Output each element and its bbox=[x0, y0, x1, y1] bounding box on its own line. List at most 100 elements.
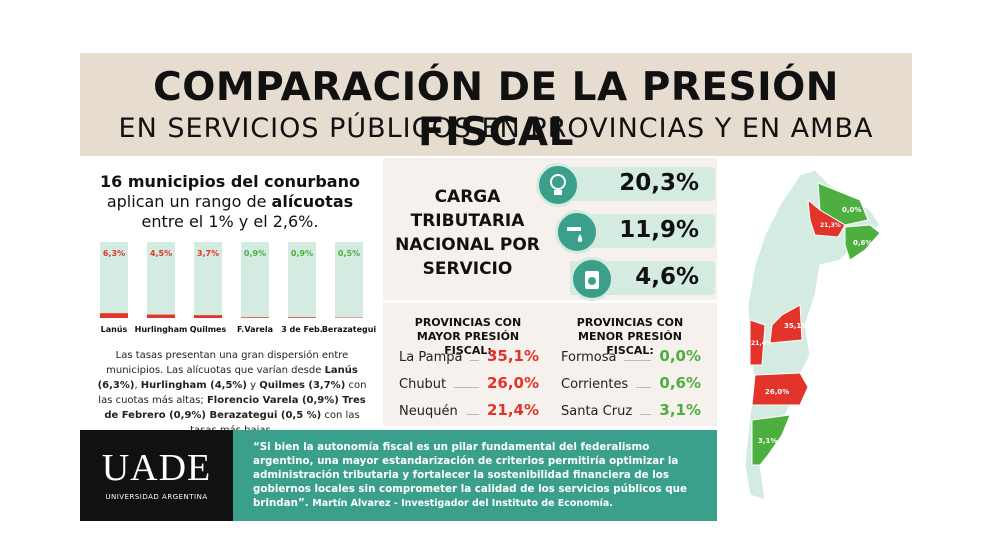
logo-box: UADE UNIVERSIDAD ARGENTINA bbox=[80, 430, 233, 521]
value-label: 0,9% bbox=[244, 249, 266, 258]
light-icon bbox=[536, 163, 580, 207]
province-name: Santa Cruz bbox=[561, 404, 633, 419]
intro-run: alícuotas bbox=[271, 192, 354, 211]
neuquen bbox=[749, 319, 766, 366]
quote: “Si bien la autonomía fiscal es un pilar… bbox=[253, 440, 703, 511]
value-label: 0,9% bbox=[291, 249, 313, 258]
province-row: La Pampa 35,1% bbox=[399, 347, 539, 374]
value-label: 0,5% bbox=[338, 249, 360, 258]
province-row: Formosa 0,0% bbox=[561, 347, 701, 374]
leader bbox=[470, 360, 479, 361]
value-label: 3,7% bbox=[197, 249, 219, 258]
map: 0,0% 21,3% 0,6% 35,1% 21,4% 26,0% 3,1% bbox=[744, 169, 881, 501]
logo-sub: UNIVERSIDAD ARGENTINA bbox=[105, 493, 208, 501]
corrientes bbox=[844, 224, 881, 261]
high-title: PROVINCIAS CON MAYOR PRESIÓN FISCAL: bbox=[414, 316, 522, 357]
map-label: 21,4% bbox=[751, 340, 772, 347]
tax-value: 20,3% bbox=[619, 170, 699, 196]
note-run: y bbox=[247, 380, 260, 391]
santa-cruz bbox=[751, 414, 791, 466]
tax-item: 20,3% bbox=[570, 167, 715, 201]
leader bbox=[640, 414, 652, 415]
note-run: Las tasas presentan una gran dispersión … bbox=[106, 350, 349, 376]
province-name: La Pampa bbox=[399, 350, 463, 365]
province-row: Neuquén 21,4% bbox=[399, 401, 539, 428]
province-value: 26,0% bbox=[486, 374, 539, 392]
chubut bbox=[751, 372, 809, 406]
quote-box: “Si bien la autonomía fiscal es un pilar… bbox=[233, 430, 717, 521]
note-run: , bbox=[134, 380, 141, 391]
tax-title: CARGA TRIBUTARIA NACIONAL POR SERVICIO bbox=[395, 187, 540, 279]
category-label: Hurlingham bbox=[135, 325, 188, 334]
value-label: 4,5% bbox=[150, 249, 172, 258]
intro: 16 municipios del conurbano aplican un ra… bbox=[80, 172, 380, 232]
la-pampa bbox=[769, 304, 803, 344]
provinces-panel: PROVINCIAS CON MAYOR PRESIÓN FISCAL: PRO… bbox=[383, 303, 717, 446]
province-row: Santa Cruz 3,1% bbox=[561, 401, 701, 428]
intro-line: entre el 1% y el 2,6%. bbox=[80, 212, 380, 232]
water-icon bbox=[555, 210, 599, 254]
category-label: Berazategui bbox=[322, 325, 377, 334]
province-name: Formosa bbox=[561, 350, 617, 365]
leader bbox=[636, 387, 652, 388]
province-name: Neuquén bbox=[399, 404, 458, 419]
province-value: 3,1% bbox=[659, 401, 701, 419]
province-row: Corrientes 0,6% bbox=[561, 374, 701, 401]
note-run: Hurlingham (4,5%) bbox=[140, 380, 247, 391]
low-title: PROVINCIAS CON MENOR PRESIÓN FISCAL: bbox=[576, 316, 684, 357]
province-value: 21,4% bbox=[486, 401, 539, 419]
province-name: Chubut bbox=[399, 377, 447, 392]
municipal-chart: 6,3% Lanús 4,5% Hurlingham 3,7% Quilmes 0,9% F.… bbox=[100, 242, 377, 334]
formosa bbox=[817, 182, 869, 226]
map-label: 3,1% bbox=[758, 437, 777, 445]
bar-background bbox=[288, 242, 316, 318]
leader bbox=[465, 414, 479, 415]
header: COMPARACIÓN DE LA PRESIÓN FISCAL EN SERV… bbox=[80, 53, 912, 156]
intro-run: entre el 1% y el 2,6%. bbox=[141, 212, 319, 231]
quote-text: “Si bien la autonomía fiscal es un pilar… bbox=[253, 441, 687, 509]
bar-background bbox=[100, 242, 128, 318]
chaco bbox=[807, 198, 846, 238]
gas-icon bbox=[570, 257, 614, 301]
category-label: F.Varela bbox=[237, 325, 273, 334]
map-label: 0,6% bbox=[853, 239, 872, 247]
map-label: 26,0% bbox=[765, 388, 789, 396]
low-list: Formosa 0,0% Corrientes 0,6% Santa Cruz 3,1% bbox=[561, 347, 701, 428]
value-label: 6,3% bbox=[103, 249, 125, 258]
province-name: Corrientes bbox=[561, 377, 629, 392]
intro-run: 16 municipios del conurbano bbox=[100, 172, 360, 191]
title: COMPARACIÓN DE LA PRESIÓN FISCAL bbox=[153, 65, 839, 155]
province-value: 35,1% bbox=[486, 347, 539, 365]
bar-background bbox=[147, 242, 175, 318]
map-label: 0,0% bbox=[842, 206, 861, 214]
province-value: 0,6% bbox=[659, 374, 701, 392]
note: Las tasas presentan una gran dispersión … bbox=[96, 348, 368, 438]
leader bbox=[624, 360, 652, 361]
author: Martín Alvarez - Investigador del Instit… bbox=[312, 498, 613, 509]
bar-background bbox=[241, 242, 269, 318]
intro-run: aplican un rango de bbox=[106, 192, 272, 211]
note-run: Florencio Varela (0,9%) Tres de Febrero … bbox=[104, 395, 366, 421]
province-value: 0,0% bbox=[659, 347, 701, 365]
bar-background bbox=[194, 242, 222, 318]
category-label: 3 de Feb. bbox=[281, 325, 323, 334]
bar bbox=[288, 317, 316, 318]
note-run: Quilmes (3,7%) bbox=[259, 380, 346, 391]
intro-line: aplican un rango de alícuotas bbox=[80, 192, 380, 212]
bar bbox=[194, 315, 222, 318]
bar bbox=[147, 314, 175, 318]
map-label: 35,1% bbox=[784, 322, 808, 330]
intro-line: 16 municipios del conurbano bbox=[80, 172, 380, 192]
map-label: 21,3% bbox=[820, 222, 841, 229]
province-row: Chubut 26,0% bbox=[399, 374, 539, 401]
subtitle: EN SERVICIOS PÚBLICOS EN PROVINCIAS Y EN… bbox=[118, 113, 874, 144]
note-run: Lanús (6,3%) bbox=[97, 365, 358, 391]
tax-value: 4,6% bbox=[635, 264, 699, 290]
bar-background bbox=[335, 242, 363, 318]
logo: UADE bbox=[101, 447, 212, 489]
bar bbox=[241, 317, 269, 318]
category-label: Lanús bbox=[101, 325, 128, 334]
leader bbox=[454, 387, 479, 388]
note-run: con las cuotas más altas; bbox=[98, 380, 367, 406]
bar bbox=[100, 313, 128, 318]
